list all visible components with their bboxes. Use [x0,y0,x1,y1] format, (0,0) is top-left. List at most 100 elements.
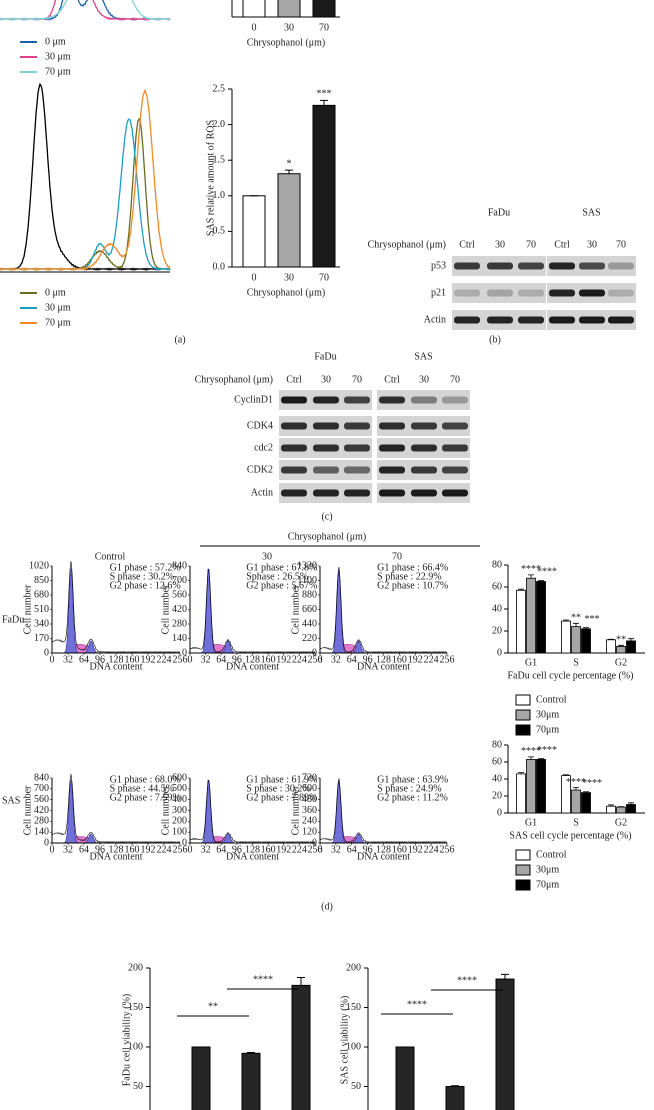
significance: * [287,158,292,169]
y-tick-label: 50 [351,1081,361,1092]
y-tick-label: 0 [44,647,49,658]
error-bar [528,574,534,579]
y-tick-label: 140 [34,826,49,837]
bar [626,804,636,814]
dose-label: 30 [419,374,429,385]
blot-band [379,489,405,497]
protein-label: CyclinD1 [234,394,273,405]
x-axis-label: DNA content [226,661,279,672]
g1-peak [61,568,81,654]
blot-band [411,444,437,452]
protein-label: Actin [251,487,273,498]
x-tick-label: 96 [363,844,373,855]
y-axis-label: Cell number [160,785,171,835]
blot-band [608,289,634,297]
blot-band [454,316,480,324]
blot-band [549,289,575,297]
error-bar [528,756,534,760]
blot-band [487,316,513,324]
y-tick-label: 680 [34,589,49,600]
x-tick-label: 64 [216,654,226,665]
phase-annotation: S phase : 30.2% [246,783,310,794]
y-tick-label: 840 [34,772,49,783]
y-tick-label: 200 [128,962,143,973]
error-bar [538,758,544,760]
y-tick-label: 0 [182,647,187,658]
x-axis-label: FaDu cell cycle percentage (%) [507,670,633,681]
blot-band [344,444,370,452]
x-tick-label: 160 [261,844,276,855]
y-tick-label: 600 [172,772,187,783]
panel-label: (b) [489,334,501,345]
error-bar [573,622,579,627]
bar [191,1046,211,1110]
x-tick-label: 128 [109,844,124,855]
legend-label: 30μm [536,709,559,720]
x-tick-label: 32 [63,654,73,665]
error-bar [501,973,509,980]
y-tick-label: 100 [346,1041,361,1052]
error-bar [285,169,293,174]
phase-annotation: G2 phase : 10.7% [377,580,448,591]
error-bar [451,1085,459,1087]
x-tick-label: 256 [173,844,188,855]
y-tick-label: 560 [34,794,49,805]
x-tick-label: 224 [424,844,439,855]
bracket-label: **** [407,999,427,1010]
blot-band [379,444,405,452]
y-tick-label: 660 [302,604,317,615]
blot-band [518,316,544,324]
y-tick-label: 200 [172,816,187,827]
significance: **** [582,778,602,789]
x-tick-label: 256 [440,844,455,855]
blot-band [313,396,339,404]
bracket-label: **** [457,975,477,986]
phase-annotation: G1 phase : 67.8% [246,562,317,573]
bar [626,640,636,654]
blot-band [579,289,605,297]
y-tick-label: 840 [172,560,187,571]
error-bar [563,619,569,622]
y-tick-label: 420 [172,604,187,615]
phase-annotation: S phase : 30.2% [110,571,174,582]
x-tick-label: 256 [440,654,455,665]
y-tick-label: 400 [172,794,187,805]
x-tick-label: 224 [157,844,172,855]
error-bar [538,580,544,582]
x-axis-label: DNA content [357,851,410,862]
panel-label: (c) [321,511,332,522]
y-tick-label: 1100 [297,575,317,586]
y-tick-label: 60 [492,581,502,592]
legend-label: 0 μm [45,287,66,298]
blot-band [313,422,339,430]
x-tick-label: 160 [125,654,140,665]
cell-line-label: SAS [582,207,600,218]
blot-band [442,422,468,430]
column-label: 70 [392,551,402,562]
profile-outline [51,773,181,844]
y-tick-label: 500 [172,783,187,794]
error-bar [518,588,524,591]
x-tick-label: 32 [63,844,73,855]
phase-annotation: G1 phase : 68.0% [110,774,181,785]
error-bar [618,644,624,647]
legend-label: Control [536,694,567,705]
bar [516,589,526,654]
bar-cropped [242,0,266,18]
error-bar [608,638,614,640]
x-tick-label: G2 [615,817,627,828]
significance: ** [616,635,626,646]
y-axis-label: Cell number [22,584,33,634]
dose-label: Ctrl [459,239,475,250]
y-tick-label: 1020 [29,560,49,571]
x-tick-label: 256 [173,654,188,665]
bar [581,792,591,814]
x-tick-label: 64 [79,844,89,855]
blot-band [344,466,370,474]
blot-band [518,289,544,297]
y-tick-label: 700 [34,783,49,794]
x-axis-label: DNA content [89,661,142,672]
bar [571,789,581,814]
significance: ** [571,613,581,624]
